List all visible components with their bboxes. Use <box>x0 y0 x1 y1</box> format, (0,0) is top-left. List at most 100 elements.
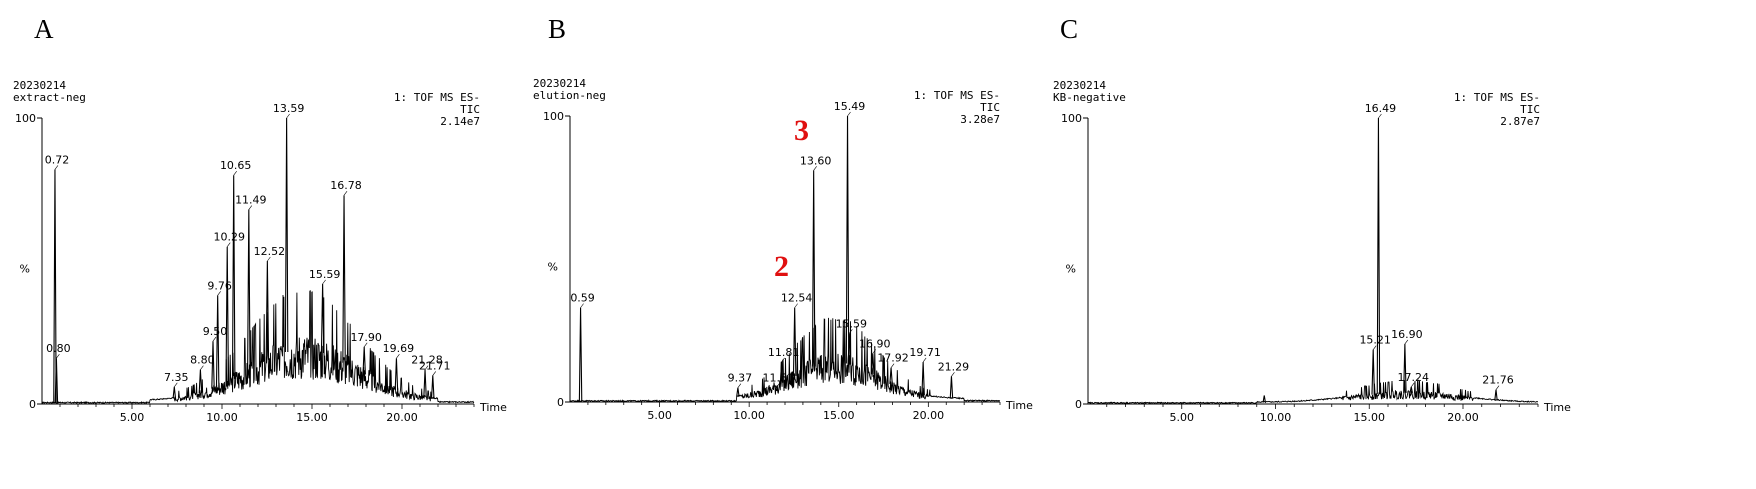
peak-label: 21.29 <box>938 360 970 373</box>
peak-label: 17.24 <box>1398 371 1430 384</box>
tic-trace <box>42 290 475 405</box>
peak-mark <box>949 376 954 399</box>
peak-label-leader <box>343 191 348 196</box>
peak-mark <box>362 346 366 375</box>
chromatogram-panel-b: B 20230214 elution-neg 1: TOF MS ES- TIC… <box>530 0 1115 489</box>
peak-label: 17.92 <box>877 352 909 365</box>
detector-header: 1: TOF MS ES- TIC 3.28e7 <box>900 90 1000 126</box>
peak-label: 9.50 <box>203 325 228 338</box>
peak-label: 21.76 <box>1482 374 1514 387</box>
peak-label: 13.59 <box>273 102 305 115</box>
chromatogram-panel-a: A 20230214 extract-neg 1: TOF MS ES- TIC… <box>0 0 585 489</box>
peak-label: 7.35 <box>164 371 189 384</box>
peak-label: 12.52 <box>254 245 286 258</box>
x-tick-label: 15.00 <box>1354 411 1386 424</box>
peak-label-leader <box>286 113 290 119</box>
peak-label: 9.37 <box>728 372 753 385</box>
peak-label-leader <box>737 383 742 388</box>
detector-mode: 1: TOF MS ES- <box>1453 91 1540 104</box>
sample-name: elution-neg <box>533 89 606 102</box>
peak-label-leader <box>1378 113 1382 119</box>
peak-label-leader <box>54 165 59 170</box>
peak-label-leader <box>1404 339 1409 345</box>
peak-label: 19.69 <box>383 342 415 355</box>
x-tick-label: 10.00 <box>206 411 238 424</box>
peak-label: 21.71 <box>419 359 451 372</box>
tic-trace <box>1087 379 1538 405</box>
peak-label: 10.29 <box>213 231 245 244</box>
peak-label-leader <box>226 242 231 247</box>
peak-mark <box>172 386 177 399</box>
peak-label-leader <box>248 205 253 210</box>
intensity-scale: 2.14e7 <box>440 115 480 128</box>
detector-header: 1: TOF MS ES- TIC 2.87e7 <box>1440 92 1540 128</box>
peak-label-leader <box>951 372 955 377</box>
peak-label-leader <box>424 365 429 370</box>
peak-mark <box>394 358 399 390</box>
sample-name: extract-neg <box>13 91 86 104</box>
x-tick-label: 20.00 <box>913 409 945 422</box>
peak-label: 0.80 <box>46 342 71 355</box>
chromatogram-panel-c: C 20230214 KB-negative 1: TOF MS ES- TIC… <box>1050 0 1635 489</box>
peak-mark <box>1262 395 1266 403</box>
peak-label: 13.60 <box>800 154 832 167</box>
y-tick-label-bottom: 0 <box>1075 398 1082 411</box>
peak-mark <box>342 195 346 363</box>
intensity-scale: 3.28e7 <box>960 113 1000 126</box>
x-axis-label: Time <box>1005 399 1033 412</box>
y-tick-label-bottom: 0 <box>557 396 564 409</box>
peak-label-leader <box>813 166 817 171</box>
peak-mark <box>431 375 435 399</box>
peak-label-leader <box>174 382 178 388</box>
peak-mark <box>284 117 289 353</box>
peak-mark <box>320 283 325 354</box>
peak-label-leader <box>580 303 584 308</box>
peak-label: 9.76 <box>207 279 232 292</box>
peak-label-leader <box>890 363 895 368</box>
peak-label: 15.59 <box>836 317 868 330</box>
detector-header: 1: TOF MS ES- TIC 2.14e7 <box>380 92 480 128</box>
peak-label-leader <box>775 383 780 388</box>
x-tick-label: 15.00 <box>296 411 328 424</box>
y-axis-label: % <box>20 262 30 275</box>
peak-mark <box>1376 117 1381 395</box>
sample-header: 20230214 elution-neg <box>533 78 606 102</box>
panel-label: C <box>1060 14 1079 44</box>
peak-mark <box>889 367 893 384</box>
chromatogram-plot: 100 0% 5.00 10.00 15.00 20.00 Time 15.21 16.49 16… <box>1061 102 1571 424</box>
peak-label-leader <box>212 336 217 342</box>
sample-date: 20230214 <box>1053 79 1106 92</box>
x-tick-label: 5.00 <box>1170 411 1195 424</box>
peak-label: 11.49 <box>235 194 267 207</box>
peak-label: 16.90 <box>859 337 891 350</box>
peak-label-leader <box>432 371 437 376</box>
peak-label: 16.49 <box>1365 102 1397 115</box>
peak-mark <box>423 369 427 398</box>
intensity-scale: 2.87e7 <box>1500 115 1540 128</box>
peak-label-leader <box>233 171 237 176</box>
x-tick-label: 10.00 <box>733 409 765 422</box>
x-tick-label: 20.00 <box>386 411 418 424</box>
chromatogram-plot: 100 0% 5.00 10.00 15.00 20.00 Time 0.59 9.37 11.5… <box>543 100 1033 422</box>
y-axis-label: % <box>1066 262 1076 275</box>
peak-mark <box>736 387 740 397</box>
peak-label-leader <box>267 256 271 262</box>
peak-label-leader <box>849 329 853 334</box>
y-tick-label-bottom: 0 <box>29 398 36 411</box>
x-tick-label: 15.00 <box>823 409 855 422</box>
peak-mark <box>225 246 229 383</box>
trace-type: TIC <box>980 101 1000 114</box>
peak-label-leader <box>872 349 877 354</box>
peak-label: 8.80 <box>190 354 215 367</box>
peak-mark <box>792 307 797 376</box>
peak-label: 15.59 <box>309 268 341 281</box>
sample-date: 20230214 <box>13 79 66 92</box>
y-axis-label: % <box>548 260 558 273</box>
sample-date: 20230214 <box>533 77 586 90</box>
sample-header: 20230214 KB-negative <box>1053 80 1126 104</box>
peak-mark <box>1371 349 1375 395</box>
peak-label: 16.78 <box>330 179 362 192</box>
peak-mark <box>578 307 583 402</box>
peak-label: 11.51 <box>762 372 794 385</box>
trace-type: TIC <box>1520 103 1540 116</box>
